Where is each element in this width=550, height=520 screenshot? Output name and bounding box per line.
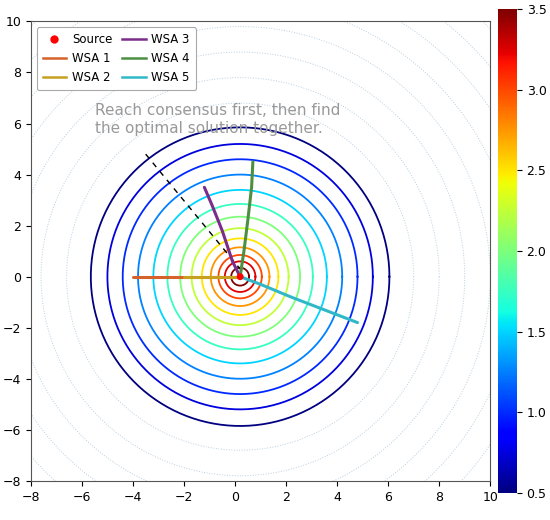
Point [236,272,245,281]
Text: Reach consensus first, then find
the optimal solution together.: Reach consensus first, then find the opt… [95,103,340,136]
Legend: Source, WSA 1, WSA 2, WSA 3, WSA 4, WSA 5: Source, WSA 1, WSA 2, WSA 3, WSA 4, WSA … [37,28,196,90]
